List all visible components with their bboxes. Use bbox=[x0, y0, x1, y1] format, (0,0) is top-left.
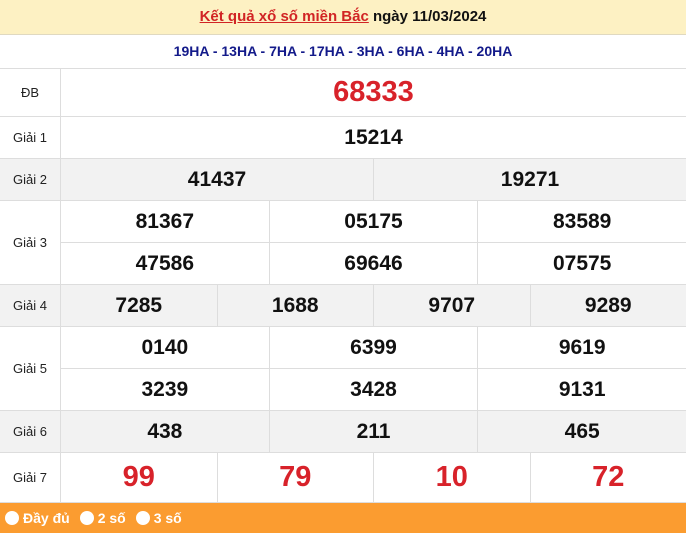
prize-number: 79 bbox=[216, 453, 374, 502]
display-options: Đầy đủ 2 số 3 số bbox=[0, 503, 686, 533]
prize-number: 3239 bbox=[141, 377, 189, 401]
prize-number: 07575 bbox=[477, 243, 686, 284]
page-header: Kết quả xổ số miền Bắc ngày 11/03/2024 bbox=[0, 0, 686, 35]
date-text: ngày 11/03/2024 bbox=[368, 8, 487, 25]
radio-icon[interactable] bbox=[79, 511, 94, 525]
prize-label: Giải 7 bbox=[0, 453, 61, 502]
prize-label: Giải 4 bbox=[0, 285, 61, 326]
prize-label: Giải 2 bbox=[0, 159, 61, 200]
prize-number: 41437 bbox=[187, 167, 247, 191]
prize-row: ĐB 68333 bbox=[0, 69, 686, 117]
prize-number: 83589 bbox=[477, 201, 686, 242]
prize-number: 47586 bbox=[135, 251, 195, 275]
prize-label: Giải 3 bbox=[0, 201, 61, 284]
prize-number: 9619 bbox=[477, 327, 686, 368]
option-3-digits[interactable]: 3 số bbox=[135, 510, 182, 526]
prize-number: 9289 bbox=[529, 285, 686, 326]
prize-number: 7285 bbox=[115, 293, 163, 317]
prize-row: Giải 1 15214 bbox=[0, 117, 686, 159]
prize-number: 9131 bbox=[477, 369, 686, 410]
ticket-codes: 19HA - 13HA - 7HA - 17HA - 3HA - 6HA - 4… bbox=[0, 35, 686, 69]
prize-row: Giải 2 41437 19271 bbox=[0, 159, 686, 201]
prize-number: 81367 bbox=[135, 209, 195, 233]
prize-row: Giải 4 7285 1688 9707 9289 bbox=[0, 285, 686, 327]
prize-number: 69646 bbox=[268, 243, 478, 284]
prize-number: 10 bbox=[373, 453, 530, 502]
prize-number: 0140 bbox=[141, 335, 189, 359]
prize-number: 68333 bbox=[333, 76, 414, 108]
option-2-digits[interactable]: 2 số bbox=[79, 510, 126, 526]
prize-row: Giải 7 99 79 10 72 bbox=[0, 453, 686, 503]
prize-number: 15214 bbox=[344, 125, 403, 149]
prize-number: 6399 bbox=[268, 327, 478, 368]
results-link[interactable]: Kết quả xổ số miền Bắc bbox=[199, 8, 369, 25]
prize-row: Giải 3 81367 05175 83589 47586 69646 07575 bbox=[0, 201, 686, 285]
option-full[interactable]: Đầy đủ bbox=[5, 510, 70, 526]
prize-number: 1688 bbox=[216, 285, 374, 326]
option-label: Đầy đủ bbox=[23, 510, 70, 526]
prize-number: 05175 bbox=[268, 201, 478, 242]
prize-label: Giải 1 bbox=[0, 117, 61, 158]
prize-label: Giải 6 bbox=[0, 411, 61, 452]
prize-number: 9707 bbox=[373, 285, 530, 326]
prize-number: 3428 bbox=[268, 369, 478, 410]
prize-number: 465 bbox=[477, 411, 686, 452]
option-label: 3 số bbox=[153, 510, 182, 526]
radio-icon[interactable] bbox=[5, 511, 19, 525]
prize-row: Giải 5 0140 6399 9619 3239 3428 9131 bbox=[0, 327, 686, 411]
prize-number: 72 bbox=[529, 453, 686, 502]
prize-row: Giải 6 438 211 465 bbox=[0, 411, 686, 453]
prize-number: 19271 bbox=[373, 159, 686, 200]
radio-icon[interactable] bbox=[135, 511, 150, 525]
prize-number: 99 bbox=[122, 461, 155, 493]
prize-label: ĐB bbox=[0, 69, 61, 116]
prize-number: 438 bbox=[147, 419, 183, 443]
prize-number: 211 bbox=[268, 411, 478, 452]
option-label: 2 số bbox=[97, 510, 126, 526]
results-table: ĐB 68333 Giải 1 15214 Giải 2 41437 19271 Giải 3… bbox=[0, 69, 686, 503]
prize-label: Giải 5 bbox=[0, 327, 61, 410]
